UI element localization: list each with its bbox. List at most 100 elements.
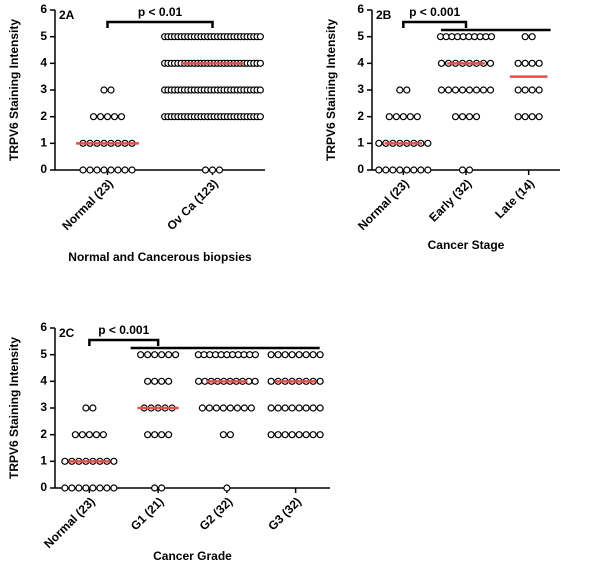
significance-label: p < 0.01	[138, 5, 183, 19]
y-axis-label: TRPV6 Staining Intensity	[7, 19, 21, 161]
data-point	[78, 431, 86, 439]
data-point	[215, 166, 224, 174]
data-point	[281, 431, 289, 439]
data-point	[465, 113, 474, 121]
significance-bracket	[88, 338, 160, 346]
data-point	[535, 59, 543, 67]
data-point	[82, 484, 90, 492]
data-point	[528, 113, 536, 121]
data-point	[110, 113, 119, 121]
data-point	[211, 351, 220, 359]
data-point	[251, 377, 259, 385]
x-tick-label: G3 (32)	[265, 494, 304, 533]
data-point	[200, 351, 208, 359]
x-axis-label: Normal and Cancerous biopsies	[68, 250, 252, 264]
data-point	[99, 431, 107, 439]
data-point	[514, 113, 522, 121]
data-point	[521, 59, 529, 67]
data-point	[201, 166, 210, 174]
data-point	[61, 484, 69, 492]
data-point	[458, 113, 467, 121]
data-point	[302, 431, 310, 439]
data-point	[528, 33, 536, 41]
data-point	[256, 113, 264, 121]
data-point	[444, 86, 453, 94]
data-point	[100, 86, 108, 94]
data-point	[295, 404, 303, 412]
data-point	[437, 86, 446, 94]
data-point	[399, 113, 407, 121]
data-point	[514, 86, 522, 94]
data-point	[295, 431, 303, 439]
panel-label: 2A	[59, 8, 75, 22]
data-point	[521, 33, 529, 41]
data-point	[85, 431, 93, 439]
data-point	[165, 351, 173, 359]
data-point	[465, 166, 474, 174]
significance-bracket	[106, 20, 214, 28]
data-point	[114, 166, 122, 174]
significance-label: p < 0.001	[98, 323, 149, 337]
data-point	[206, 351, 214, 359]
data-point	[128, 166, 136, 174]
data-point	[82, 404, 90, 412]
data-point	[93, 166, 101, 174]
data-point	[246, 351, 254, 359]
data-point	[521, 113, 529, 121]
data-point	[437, 59, 446, 67]
data-point	[208, 166, 217, 174]
data-point	[392, 113, 400, 121]
data-point	[61, 457, 69, 465]
data-point	[110, 457, 118, 465]
data-point	[223, 351, 231, 359]
data-point	[267, 377, 275, 385]
data-point	[100, 166, 108, 174]
data-point	[205, 404, 213, 412]
data-point	[223, 484, 231, 492]
x-tick-label: G2 (32)	[197, 494, 236, 533]
data-point	[219, 404, 227, 412]
data-point	[295, 351, 303, 359]
y-tick-label: 0	[357, 162, 364, 176]
data-point	[256, 86, 264, 94]
y-tick-label: 2	[357, 109, 364, 123]
x-tick-label: Ov Ca (123)	[164, 176, 221, 233]
data-point	[228, 351, 237, 359]
data-point	[309, 351, 317, 359]
data-point	[267, 404, 275, 412]
data-point	[528, 86, 536, 94]
data-point	[137, 351, 145, 359]
data-point	[375, 139, 383, 147]
data-point	[451, 113, 460, 121]
data-point	[251, 351, 259, 359]
significance-label: p < 0.001	[409, 5, 460, 19]
data-point	[234, 351, 242, 359]
data-point	[194, 351, 202, 359]
y-tick-label: 2	[40, 109, 47, 123]
y-tick-label: 1	[40, 454, 47, 468]
data-point	[528, 59, 536, 67]
data-point	[410, 166, 418, 174]
data-point	[198, 404, 206, 412]
data-point	[396, 86, 404, 94]
data-point	[96, 113, 105, 121]
y-axis-label: TRPV6 Staining Intensity	[324, 19, 338, 161]
data-point	[302, 351, 310, 359]
data-point	[75, 484, 83, 492]
y-tick-label: 5	[357, 29, 364, 43]
data-point	[396, 166, 404, 174]
data-point	[403, 86, 411, 94]
data-point	[165, 431, 173, 439]
x-tick-label: Normal (23)	[355, 176, 412, 233]
y-tick-label: 1	[40, 136, 47, 150]
data-point	[413, 113, 421, 121]
data-point	[424, 139, 432, 147]
y-tick-label: 5	[40, 347, 47, 361]
data-point	[86, 166, 94, 174]
data-point	[281, 404, 289, 412]
data-point	[68, 484, 76, 492]
data-point	[288, 431, 296, 439]
data-point	[110, 484, 118, 492]
data-point	[465, 86, 474, 94]
data-point	[107, 166, 115, 174]
